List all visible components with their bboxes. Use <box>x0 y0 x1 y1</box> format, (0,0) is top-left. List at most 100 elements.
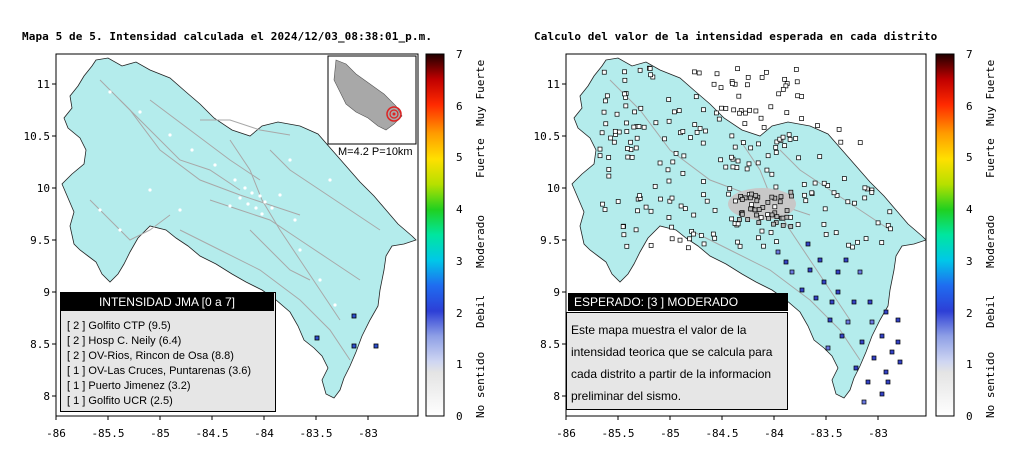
district-marker <box>647 66 653 71</box>
district-marker <box>805 241 811 247</box>
district-marker <box>688 135 693 140</box>
district-marker <box>834 193 840 198</box>
axis-tick-label: -85.5 <box>91 427 124 440</box>
district-marker <box>714 110 719 116</box>
district-marker <box>606 173 612 179</box>
left-station-dots <box>98 90 337 307</box>
district-marker <box>739 211 745 217</box>
district-marker <box>862 185 868 191</box>
district-marker <box>612 128 618 134</box>
district-marker <box>789 269 795 275</box>
district-marker <box>729 154 734 160</box>
district-marker <box>691 231 696 237</box>
district-marker <box>836 127 842 132</box>
district-marker <box>865 379 871 385</box>
district-marker <box>784 208 790 213</box>
district-marker <box>597 153 603 159</box>
district-marker <box>769 171 775 177</box>
district-marker <box>846 242 851 248</box>
district-marker <box>665 167 671 173</box>
district-marker <box>737 110 742 116</box>
district-marker <box>799 94 804 99</box>
district-marker <box>789 193 794 199</box>
district-marker <box>883 309 889 315</box>
district-marker <box>822 206 828 212</box>
district-marker <box>723 164 729 170</box>
district-marker <box>603 98 608 104</box>
district-marker <box>756 235 761 241</box>
district-marker <box>678 203 684 209</box>
district-marker <box>857 269 863 275</box>
district-marker <box>648 72 653 78</box>
district-marker <box>817 154 823 159</box>
district-marker <box>701 241 707 247</box>
district-marker <box>735 66 740 72</box>
district-marker <box>687 236 692 242</box>
district-marker <box>719 105 724 111</box>
colorbar-category-label: Fuerte <box>474 138 487 178</box>
district-marker <box>780 223 786 228</box>
district-marker <box>732 144 738 150</box>
district-marker <box>855 239 860 245</box>
district-marker <box>772 204 778 210</box>
district-marker <box>895 339 901 345</box>
district-marker <box>777 199 783 205</box>
district-marker <box>726 191 731 197</box>
district-marker <box>666 178 672 184</box>
district-marker <box>631 124 637 130</box>
district-marker <box>745 75 751 80</box>
legend-row: [ 1 ] Puerto Jimenez (3.2) <box>67 380 191 392</box>
district-marker <box>636 124 642 129</box>
district-marker <box>782 143 787 149</box>
district-marker <box>774 214 780 220</box>
district-marker <box>669 195 675 201</box>
district-marker <box>775 249 781 255</box>
district-marker <box>669 236 675 242</box>
district-marker <box>773 150 779 155</box>
district-marker <box>608 135 613 141</box>
district-marker <box>629 155 635 160</box>
legend-list: [ 2 ] Golfito CTP (9.5) [ 2 ] Hosp C. Nei… <box>67 319 251 409</box>
left-map-title: Mapa 5 de 5. Intensidad calculada el 202… <box>22 30 433 43</box>
district-marker <box>712 207 718 213</box>
district-marker <box>841 176 847 181</box>
district-marker <box>788 224 794 229</box>
district-marker <box>796 155 801 161</box>
district-marker <box>718 85 724 90</box>
district-marker <box>673 150 679 156</box>
district-marker <box>716 116 722 122</box>
colorbar-tick-label: 3 <box>456 254 463 268</box>
district-marker <box>676 108 682 113</box>
district-marker <box>666 97 672 102</box>
right-map-title: Calculo del valor de la intensidad esper… <box>534 30 938 43</box>
district-marker <box>813 295 819 301</box>
district-marker <box>615 199 621 204</box>
axis-tick-label: -84.5 <box>195 427 228 440</box>
district-marker <box>851 299 857 305</box>
district-marker <box>794 79 800 85</box>
district-marker <box>600 201 605 207</box>
district-marker <box>853 365 859 371</box>
district-marker <box>852 200 857 206</box>
epicenter-inset <box>327 55 417 145</box>
district-marker <box>784 110 790 115</box>
district-marker <box>793 67 799 72</box>
axis-tick-label: 10 <box>547 182 560 195</box>
district-marker <box>735 239 740 245</box>
colorbar-tick-label: 4 <box>966 203 973 217</box>
district-marker <box>821 279 827 285</box>
district-marker <box>744 166 750 172</box>
district-marker <box>693 94 699 100</box>
district-marker <box>801 182 807 187</box>
district-marker <box>657 160 663 166</box>
district-marker <box>758 115 764 121</box>
district-marker <box>765 153 771 159</box>
district-marker <box>786 132 792 138</box>
colorbar-tick-label: 5 <box>966 151 973 165</box>
district-marker <box>698 233 704 238</box>
district-marker <box>815 123 820 128</box>
district-marker <box>862 195 868 201</box>
colorbar-category-label: No sentido <box>474 351 487 418</box>
district-marker <box>759 228 765 234</box>
district-marker <box>624 120 629 126</box>
